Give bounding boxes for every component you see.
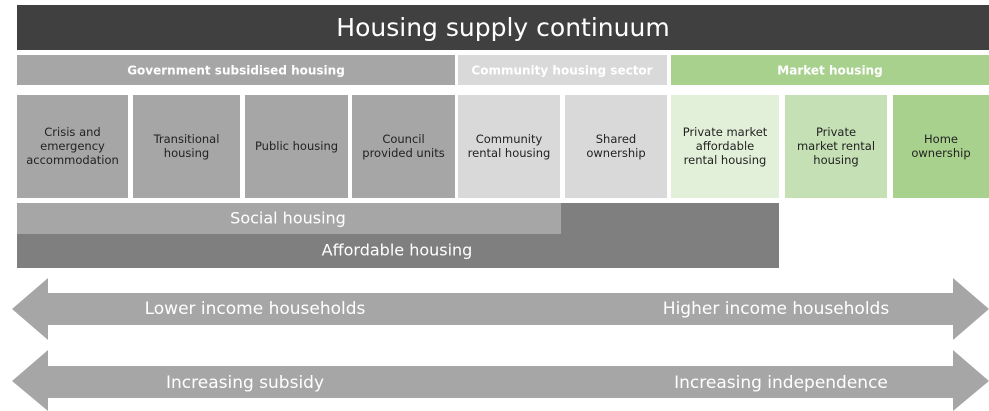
box-label: Public housing: [255, 139, 338, 153]
housing-box: [565, 95, 667, 198]
box-label-line: housing: [164, 146, 209, 160]
box-label-line: market rental: [797, 139, 875, 153]
sector-bar: [458, 55, 667, 85]
box-label-line: emergency: [40, 139, 105, 153]
box-label-line: Shared: [596, 132, 637, 146]
housing-box: [352, 95, 455, 198]
sector-bar: [17, 55, 455, 85]
arrow-label: Increasing independence: [674, 373, 888, 393]
box-label-line: Transitional: [153, 132, 220, 146]
box-label-line: accommodation: [26, 153, 119, 167]
double-arrow: [12, 350, 989, 411]
social-band: [17, 203, 561, 234]
arrow-label: Increasing subsidy: [166, 373, 324, 393]
housing-box: [245, 95, 348, 198]
box-label-line: Council: [382, 132, 424, 146]
box-label: Community rental housing: [468, 132, 551, 160]
box-label-line: Public housing: [255, 139, 338, 153]
box-label-line: ownership: [586, 146, 645, 160]
sector-label: Community housing sector: [471, 64, 652, 78]
band-label: Social housing: [230, 209, 346, 228]
housing-box: [893, 95, 989, 198]
box-label: Council provided units: [362, 132, 444, 160]
housing-box: [458, 95, 560, 198]
box-label: Private market affordable rental housing: [683, 125, 768, 167]
box-label-line: Private: [816, 125, 856, 139]
box-label-line: rental housing: [684, 153, 767, 167]
band-label: Affordable housing: [322, 241, 473, 260]
sector-bar: [671, 55, 989, 85]
box-label: Shared ownership: [586, 132, 645, 160]
box-label: Crisis and emergency accommodation: [26, 125, 119, 167]
box-label-line: affordable: [696, 139, 754, 153]
housing-box: [133, 95, 240, 198]
box-label-line: ownership: [911, 146, 970, 160]
housing-box: [785, 95, 887, 198]
box-label-line: Private market: [683, 125, 768, 139]
box-label-line: provided units: [362, 146, 444, 160]
box-label-line: housing: [813, 153, 858, 167]
box-label: Private market rental housing: [797, 125, 875, 167]
box-label: Home ownership: [911, 132, 970, 160]
housing-box: [671, 95, 779, 198]
arrow-label: Higher income households: [663, 299, 890, 319]
box-label: Transitional housing: [153, 132, 220, 160]
box-label-line: rental housing: [468, 146, 551, 160]
box-label-line: Community: [476, 132, 543, 146]
title: Housing supply continuum: [336, 13, 669, 42]
title-bar: [17, 5, 989, 50]
sector-label: Market housing: [777, 64, 882, 78]
box-label-line: Home: [924, 132, 958, 146]
arrow-label: Lower income households: [145, 299, 366, 319]
double-arrow: [12, 278, 989, 340]
housing-box: [17, 95, 128, 198]
sector-label: Government subsidised housing: [127, 64, 345, 78]
box-label-line: Crisis and: [44, 125, 100, 139]
